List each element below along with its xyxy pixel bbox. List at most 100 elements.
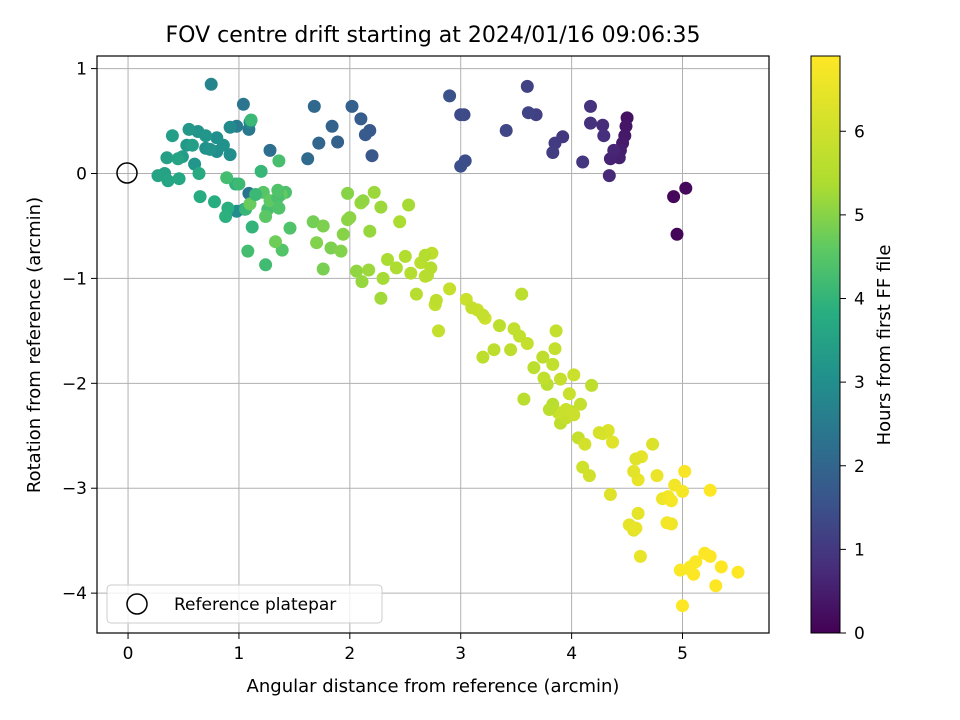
data-point xyxy=(241,244,255,258)
data-point xyxy=(259,258,273,272)
data-point xyxy=(223,120,237,134)
data-point xyxy=(507,322,521,336)
data-point xyxy=(520,79,534,93)
data-point xyxy=(367,185,381,199)
data-point xyxy=(199,129,213,143)
data-point xyxy=(350,264,363,278)
data-point xyxy=(301,152,315,166)
data-point xyxy=(679,181,693,195)
data-point xyxy=(499,124,513,137)
data-point xyxy=(596,118,610,132)
y-tick-label: −2 xyxy=(62,374,87,394)
y-tick-label: −4 xyxy=(62,584,87,604)
data-point xyxy=(219,210,233,223)
data-point xyxy=(709,579,723,593)
data-point xyxy=(283,221,297,235)
data-point xyxy=(703,549,717,563)
data-point xyxy=(389,261,403,275)
colorbar-gradient xyxy=(810,55,841,634)
legend-marker-icon xyxy=(126,593,148,615)
data-point xyxy=(356,194,370,208)
colorbar: 0 1 2 3 4 5 6 Hours from first FF file xyxy=(810,55,895,644)
colorbar-label: Hours from first FF file xyxy=(874,245,895,446)
data-point xyxy=(363,224,377,238)
data-point xyxy=(404,266,418,280)
data-point xyxy=(646,437,660,451)
data-point xyxy=(520,337,534,350)
data-point xyxy=(312,136,326,150)
data-point xyxy=(633,549,647,563)
data-point xyxy=(185,138,199,152)
x-tick-label: 0 xyxy=(123,644,134,664)
data-point xyxy=(670,227,684,241)
x-tick-label: 4 xyxy=(566,644,577,664)
data-point xyxy=(650,469,664,483)
data-point xyxy=(398,249,412,263)
y-tick-label: −1 xyxy=(62,269,87,289)
data-point xyxy=(272,201,286,215)
data-point xyxy=(271,183,285,197)
colorbar-ticks: 0 1 2 3 4 5 6 xyxy=(840,122,865,644)
data-point xyxy=(542,403,556,416)
legend-label: Reference platepar xyxy=(174,595,336,615)
data-point xyxy=(208,195,221,209)
data-point xyxy=(592,426,606,440)
data-point xyxy=(161,174,175,188)
data-point xyxy=(629,521,643,535)
x-axis-ticks: 0 1 2 3 4 5 xyxy=(123,633,688,664)
data-point xyxy=(374,291,388,305)
data-point xyxy=(574,397,587,411)
data-point xyxy=(546,146,560,159)
data-point xyxy=(365,149,379,163)
data-point xyxy=(192,167,206,180)
data-point xyxy=(269,235,282,249)
data-point xyxy=(576,155,590,169)
y-tick-label: 0 xyxy=(76,164,87,184)
data-point xyxy=(578,437,592,451)
chart-title: FOV centre drift starting at 2024/01/16 … xyxy=(166,23,701,48)
data-point xyxy=(244,113,258,127)
data-point xyxy=(316,262,330,276)
x-tick-label: 3 xyxy=(455,644,466,664)
data-points xyxy=(151,77,745,613)
data-point xyxy=(582,469,596,483)
data-point xyxy=(421,268,434,282)
data-point xyxy=(374,200,388,214)
data-point xyxy=(216,138,230,152)
data-point xyxy=(584,116,597,130)
data-point xyxy=(223,148,237,162)
data-point xyxy=(443,89,457,103)
data-point xyxy=(204,77,218,91)
data-point xyxy=(343,211,357,225)
data-point xyxy=(627,464,641,478)
data-point xyxy=(504,343,518,357)
data-point xyxy=(331,135,345,149)
data-point xyxy=(193,190,207,204)
data-point xyxy=(536,350,550,364)
data-point xyxy=(676,599,689,613)
x-tick-label: 5 xyxy=(677,644,688,664)
data-point xyxy=(487,343,501,357)
data-point xyxy=(203,142,217,156)
data-point xyxy=(597,129,611,143)
data-point xyxy=(254,164,268,178)
data-point xyxy=(548,342,562,356)
x-tick-label: 2 xyxy=(344,644,355,664)
data-point xyxy=(562,387,576,401)
legend: Reference platepar xyxy=(106,584,383,624)
data-point xyxy=(432,324,445,338)
data-point xyxy=(476,350,490,364)
data-point xyxy=(381,253,394,266)
data-point xyxy=(629,452,643,466)
data-point xyxy=(354,112,368,126)
data-point xyxy=(418,248,432,262)
colorbar-tick-label: 1 xyxy=(854,540,865,560)
data-point xyxy=(465,301,479,315)
data-point xyxy=(402,198,416,212)
data-point xyxy=(521,106,535,120)
x-tick-label: 1 xyxy=(234,644,245,664)
data-point xyxy=(171,152,185,166)
data-point xyxy=(603,488,617,501)
data-point xyxy=(259,210,273,223)
data-point xyxy=(606,435,620,449)
